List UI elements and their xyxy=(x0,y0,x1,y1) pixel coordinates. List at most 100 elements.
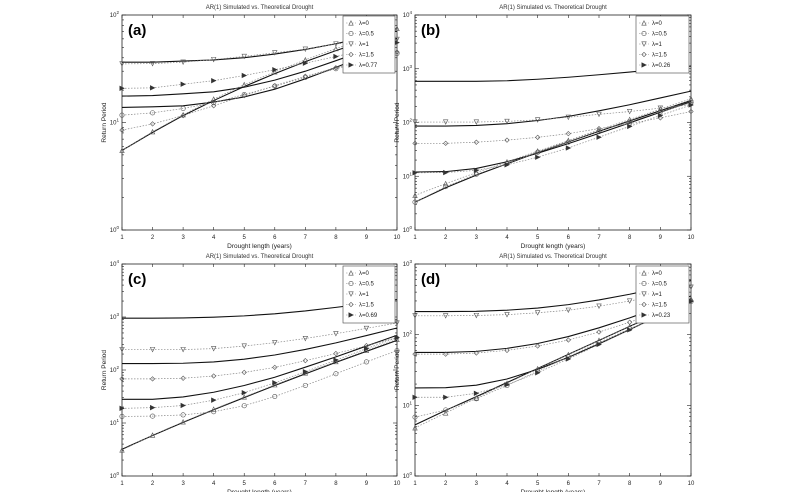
simulated-series-line xyxy=(415,300,692,398)
data-point xyxy=(535,134,541,140)
y-tick-label-base: 10 xyxy=(403,228,410,234)
y-tick-label-base: 10 xyxy=(403,174,410,180)
x-tick-label: 3 xyxy=(475,235,479,241)
y-tick-label: 101 xyxy=(110,418,120,427)
legend-marker xyxy=(348,270,354,276)
y-tick-label-base: 10 xyxy=(110,13,117,19)
data-point xyxy=(504,347,510,353)
y-tick-label-base: 10 xyxy=(110,228,117,234)
y-tick-label-base: 10 xyxy=(110,474,117,480)
data-point xyxy=(180,112,186,119)
data-point xyxy=(302,358,308,364)
x-tick-label: 9 xyxy=(659,481,663,487)
legend-marker xyxy=(641,301,647,308)
data-point xyxy=(535,149,541,155)
data-point xyxy=(119,85,125,91)
data-point xyxy=(535,370,541,376)
data-point xyxy=(272,66,278,73)
data-point xyxy=(119,347,125,353)
data-point xyxy=(394,36,400,43)
theoretical-curve xyxy=(122,327,398,365)
x-tick-label: 10 xyxy=(688,481,695,487)
data-point xyxy=(596,111,602,118)
data-point xyxy=(473,139,479,145)
x-tick-label: 2 xyxy=(151,235,155,241)
legend-marker xyxy=(348,301,354,308)
data-point xyxy=(180,105,186,111)
data-point xyxy=(565,139,571,145)
data-point xyxy=(627,123,633,130)
legend-entry: λ=0.26 xyxy=(652,63,671,69)
data-point xyxy=(180,419,186,425)
x-axis-label: Drought length (years) xyxy=(227,243,292,250)
y-tick-label-exponent: 2 xyxy=(409,118,412,123)
x-tick-label: 8 xyxy=(334,235,338,241)
data-point xyxy=(333,331,339,337)
legend-marker xyxy=(641,270,647,276)
y-tick-label: 102 xyxy=(403,118,413,127)
data-point xyxy=(627,327,633,333)
panel-label: (b) xyxy=(421,22,440,39)
data-point xyxy=(443,184,449,190)
data-point xyxy=(394,348,400,354)
legend-marker xyxy=(641,51,647,58)
x-axis-label: Drought length (years) xyxy=(521,243,586,250)
legend-marker xyxy=(641,291,647,297)
data-point xyxy=(272,68,278,75)
data-point xyxy=(412,119,418,125)
x-tick-label: 3 xyxy=(181,481,185,487)
x-tick-label: 5 xyxy=(243,481,247,487)
data-point xyxy=(241,369,247,376)
data-point xyxy=(210,96,217,102)
data-point xyxy=(412,313,418,319)
x-tick-label: 9 xyxy=(365,235,369,241)
y-axis-label: Return Period xyxy=(394,350,401,390)
data-point xyxy=(504,137,510,143)
data-point xyxy=(565,114,572,121)
simulated-series-line xyxy=(121,337,398,409)
y-tick-label-exponent: 3 xyxy=(116,312,119,317)
legend-entry: λ=0.5 xyxy=(359,282,375,288)
legend-marker xyxy=(348,20,354,26)
panel-c: AR(1) Simulated vs. Theoretical Drought (… xyxy=(101,254,401,492)
x-tick-label: 8 xyxy=(628,481,632,487)
y-tick-label-base: 10 xyxy=(403,403,410,409)
y-tick-label: 103 xyxy=(110,312,120,321)
theoretical-curve xyxy=(414,101,692,173)
legend-marker xyxy=(348,30,354,36)
y-tick-label: 100 xyxy=(403,225,413,234)
theoretical-curve xyxy=(122,334,398,400)
y-tick-label: 100 xyxy=(403,471,413,480)
data-point xyxy=(149,128,156,135)
legend-marker xyxy=(641,62,647,68)
data-point xyxy=(473,119,480,125)
data-point xyxy=(333,357,339,363)
y-tick-label-exponent: 2 xyxy=(116,10,119,15)
data-point xyxy=(442,119,449,125)
data-point xyxy=(302,368,309,375)
data-point xyxy=(363,359,369,365)
x-axis-label: Drought length (years) xyxy=(521,489,586,492)
x-tick-label: 8 xyxy=(334,481,338,487)
data-point xyxy=(241,72,248,79)
y-tick-label-base: 10 xyxy=(110,262,117,268)
legend-entry: λ=0.77 xyxy=(359,63,378,69)
panel-label: (d) xyxy=(421,271,440,288)
x-tick-label: 6 xyxy=(273,235,277,241)
legend-marker xyxy=(641,30,647,36)
legend-entry: λ=1 xyxy=(652,42,663,48)
data-point xyxy=(119,147,125,153)
chart-title: AR(1) Simulated vs. Theoretical Drought xyxy=(206,254,314,260)
x-tick-label: 1 xyxy=(120,235,124,241)
data-point xyxy=(272,50,278,56)
data-point xyxy=(412,351,418,357)
legend-entry: λ=0 xyxy=(652,21,663,27)
data-point xyxy=(119,61,125,67)
data-point xyxy=(627,119,633,125)
legend-entry: λ=1 xyxy=(359,292,370,298)
x-tick-label: 7 xyxy=(304,481,308,487)
x-tick-label: 2 xyxy=(444,235,448,241)
data-point xyxy=(596,129,602,135)
data-point xyxy=(473,312,480,319)
